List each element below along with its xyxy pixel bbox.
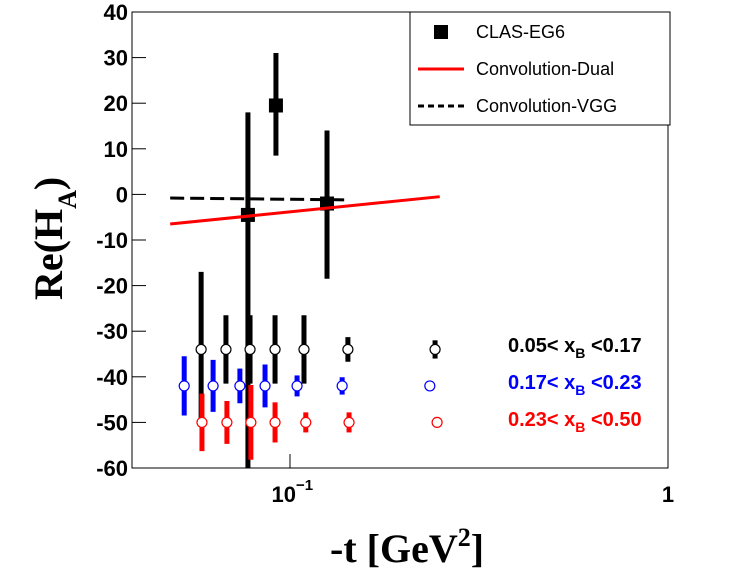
data-point <box>220 343 232 356</box>
data-point <box>234 380 246 392</box>
y-tick-label: 10 <box>104 137 128 162</box>
data-point <box>424 380 436 392</box>
bin-label-sub: B <box>575 419 585 435</box>
x-tick-exponent: −1 <box>296 477 313 494</box>
x-axis-title-sup: 2 <box>458 523 471 552</box>
bin-label-sub: B <box>575 345 585 361</box>
data-point <box>429 343 441 356</box>
bin-label: 0.05< xB <0.17 <box>508 335 642 361</box>
legend-marker <box>434 25 448 39</box>
legend-label: Convolution-Dual <box>476 59 614 79</box>
data-point <box>342 343 354 356</box>
data-point <box>298 343 310 356</box>
data-point <box>259 380 271 392</box>
data-point <box>269 343 281 356</box>
bin-label-text: 0.17< x <box>508 372 575 394</box>
data-point <box>268 98 283 113</box>
x-axis-title: -t [GeV2] <box>330 523 484 571</box>
y-tick-label: 0 <box>116 182 128 207</box>
model-line <box>170 196 350 202</box>
y-axis-title-end: ) <box>26 177 71 190</box>
data-point <box>221 416 233 428</box>
y-tick-label: -20 <box>96 274 128 299</box>
bin-label-end: <0.23 <box>585 372 641 394</box>
y-axis-title-sub: A <box>53 190 82 209</box>
data-point <box>336 380 348 392</box>
data-point <box>207 380 219 392</box>
y-tick-label: 30 <box>104 46 128 71</box>
data-point <box>343 416 355 428</box>
data-point <box>245 416 257 428</box>
data-point <box>195 343 207 356</box>
y-tick-label: -50 <box>96 410 128 435</box>
y-tick-label: 40 <box>104 0 128 25</box>
bin-label: 0.23< xB <0.50 <box>508 409 642 435</box>
legend-label: CLAS-EG6 <box>476 22 565 42</box>
y-axis-title-text: Re(H <box>26 209 71 300</box>
bin-label-sub: B <box>575 382 585 398</box>
x-axis-title-end: ] <box>471 526 484 571</box>
data-point <box>178 380 190 392</box>
y-tick-label: 20 <box>104 91 128 116</box>
data-point <box>196 416 208 428</box>
bin-label: 0.17< xB <0.23 <box>508 372 642 398</box>
bin-label-text: 0.05< x <box>508 335 575 357</box>
y-tick-label: -40 <box>96 365 128 390</box>
x-tick-label: 1 <box>662 482 674 507</box>
y-tick-label: -10 <box>96 228 128 253</box>
data-point <box>291 380 303 392</box>
x-tick-label: 10 <box>272 482 296 507</box>
bin-label-text: 0.23< x <box>508 409 575 431</box>
bin-label-end: <0.50 <box>585 409 641 431</box>
legend-label: Convolution-VGG <box>476 96 617 116</box>
y-tick-label: -60 <box>96 456 128 481</box>
y-axis-title: Re(HA) <box>26 177 82 300</box>
bin-label-end: <0.17 <box>585 335 641 357</box>
model-line <box>170 195 440 226</box>
x-axis-title-text: -t [GeV <box>330 526 458 571</box>
data-point <box>269 416 281 428</box>
data-point <box>431 416 443 428</box>
data-point <box>300 416 312 428</box>
y-tick-label: -30 <box>96 319 128 344</box>
data-point <box>244 343 256 356</box>
